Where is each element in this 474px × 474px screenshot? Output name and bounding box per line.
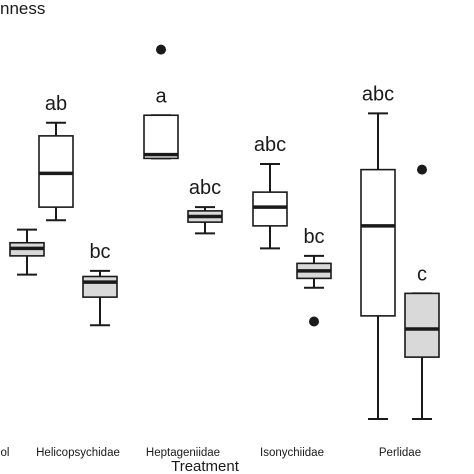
box-2-4 — [404, 164, 440, 420]
x-axis-label: Treatment — [171, 458, 240, 474]
outlier-point — [156, 44, 166, 55]
significance-label: ab — [45, 93, 67, 115]
x-tick-label: Perlidae — [379, 447, 421, 459]
iqr-box — [82, 275, 118, 298]
y-axis-label: nness — [0, 0, 45, 18]
significance-label: a — [155, 85, 167, 107]
box-1-4 — [360, 112, 396, 420]
significance-label: abc — [254, 134, 286, 156]
significance-label: bc — [89, 241, 110, 263]
x-tick-label: Helicopsychidae — [36, 447, 120, 459]
x-tick-label: ol — [1, 447, 10, 459]
iqr-box — [252, 191, 288, 227]
significance-label: c — [417, 263, 427, 285]
plot-area: ab a abc abc bc abc bc c — [9, 44, 440, 420]
significance-label: abc — [189, 177, 221, 199]
x-tick-label: Isonychiidae — [260, 447, 324, 459]
box-1-1 — [38, 121, 74, 222]
box-1-2 — [143, 44, 179, 160]
box-2-2 — [187, 206, 223, 235]
significance-label: abc — [362, 83, 394, 105]
x-tick-labels: ol Helicopsychidae Heptageniidae Isonychiid… — [1, 447, 422, 459]
box-1-3 — [252, 163, 288, 250]
box-2-1 — [82, 269, 118, 327]
significance-label: bc — [303, 226, 324, 248]
iqr-box — [38, 135, 74, 208]
iqr-box — [360, 168, 396, 317]
iqr-box — [404, 292, 440, 358]
box-2-0 — [9, 228, 45, 276]
outlier-point — [309, 316, 319, 327]
x-tick-label: Heptageniidae — [146, 447, 220, 459]
outlier-point — [417, 164, 427, 175]
box-2-3 — [296, 254, 332, 327]
iqr-box — [143, 114, 179, 160]
